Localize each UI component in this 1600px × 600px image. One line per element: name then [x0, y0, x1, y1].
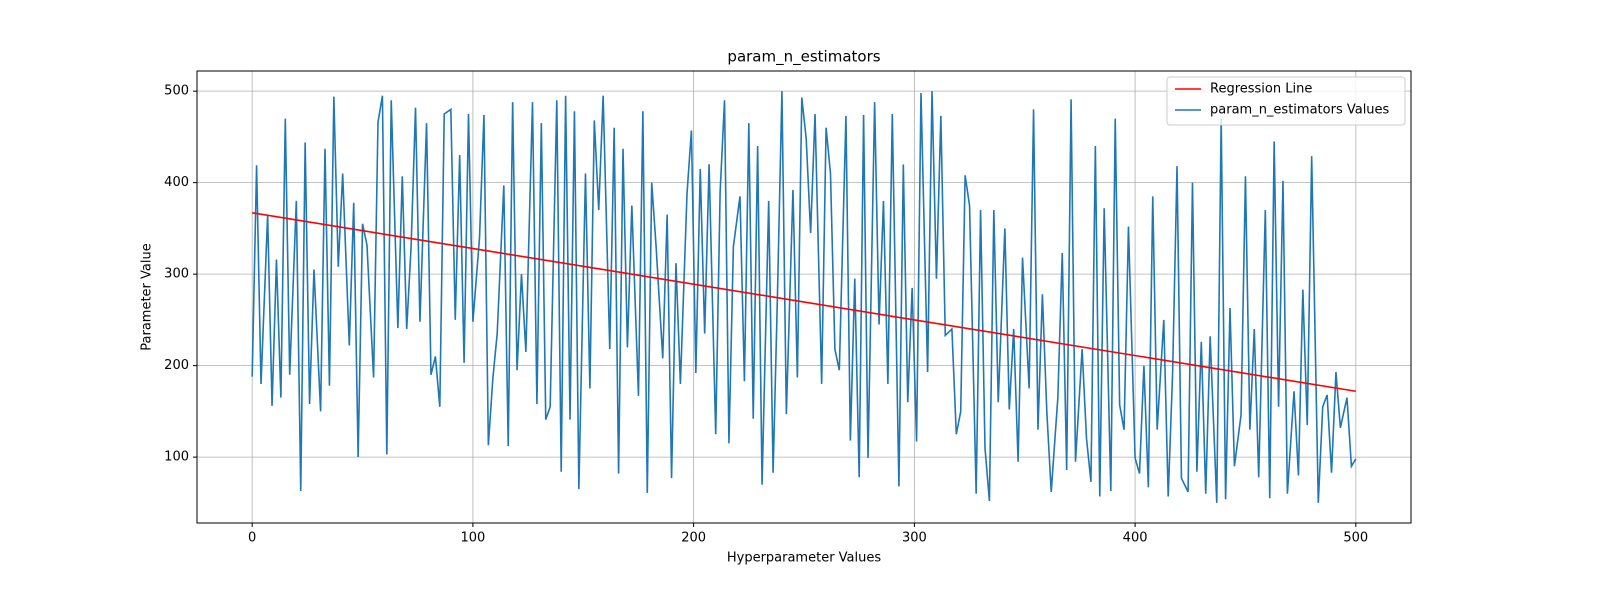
y-tick-label: 400 [164, 175, 189, 190]
data-line [251, 91, 1357, 503]
y-tick-label: 500 [164, 84, 189, 99]
legend-label: Regression Line [1210, 82, 1312, 97]
y-tick-label: 200 [164, 358, 189, 373]
y-axis-label: Parameter Value [140, 243, 155, 350]
x-axis-label: Hyperparameter Values [727, 551, 882, 566]
y-tick-label: 100 [164, 450, 189, 465]
data-line [252, 212, 1356, 393]
x-tick-label: 200 [681, 531, 706, 546]
y-tick-label: 300 [164, 267, 189, 282]
x-tick-label: 400 [1123, 531, 1148, 546]
legend-label: param_n_estimators Values [1210, 103, 1390, 118]
chart-title: param_n_estimators [727, 48, 880, 67]
legend: Regression Line param_n_estimators Values [1166, 76, 1406, 126]
x-tick-label: 500 [1343, 531, 1368, 546]
x-tick-label: 300 [902, 531, 927, 546]
axes-frame [196, 70, 1412, 524]
x-tick-label: 100 [460, 531, 485, 546]
x-tick-label: 0 [248, 531, 256, 546]
legend-box [1166, 76, 1406, 126]
